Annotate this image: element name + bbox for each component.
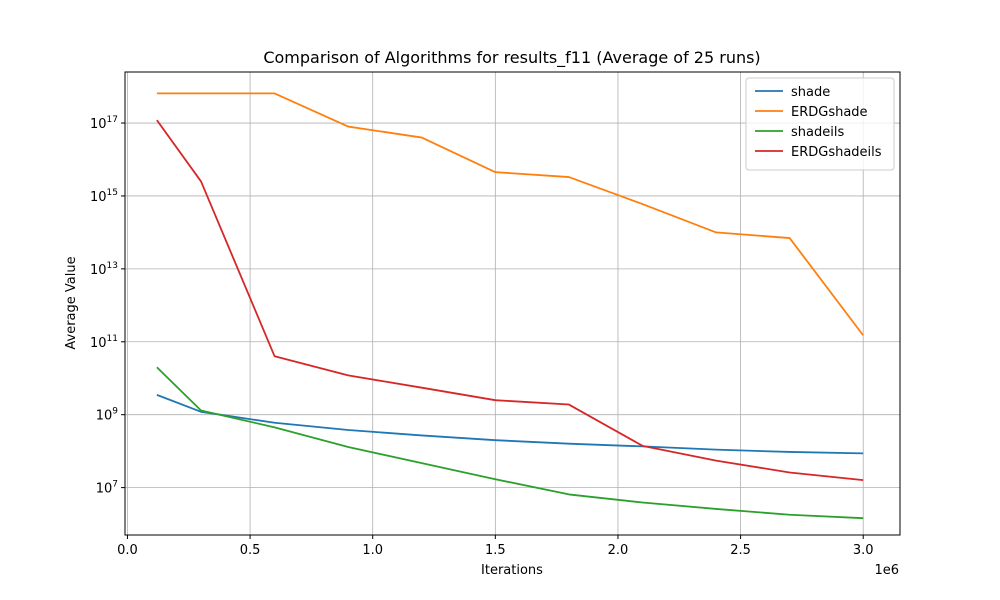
legend-items: shade ERDGshade shadeils ERDGshadeils bbox=[755, 85, 882, 160]
legend-label-ERDGshade: ERDGshade bbox=[791, 105, 868, 120]
x-tick-label: 0.5 bbox=[240, 543, 261, 558]
x-axis-ticks: 0.0 0.5 1.0 1.5 2.0 2.5 3.0 bbox=[117, 535, 874, 558]
y-tick-label: 1013 bbox=[90, 261, 118, 278]
y-tick-label: 1011 bbox=[90, 334, 118, 351]
x-axis-label: Iterations bbox=[481, 563, 543, 578]
y-tick-label: 1017 bbox=[90, 115, 118, 132]
chart-title: Comparison of Algorithms for results_f11… bbox=[263, 48, 760, 68]
grid bbox=[125, 72, 900, 535]
legend: shade ERDGshade shadeils ERDGshadeils bbox=[745, 77, 895, 171]
x-tick-label: 1.0 bbox=[362, 543, 383, 558]
x-tick-label: 0.0 bbox=[117, 543, 138, 558]
legend-label-shadeils: shadeils bbox=[791, 125, 844, 140]
y-tick-label: 109 bbox=[96, 407, 119, 424]
x-tick-label: 2.0 bbox=[608, 543, 629, 558]
x-tick-label: 2.5 bbox=[730, 543, 751, 558]
legend-box bbox=[745, 77, 895, 171]
legend-label-ERDGshadeils: ERDGshadeils bbox=[791, 145, 882, 160]
series-line-shadeils bbox=[156, 366, 864, 520]
series-lines bbox=[156, 92, 864, 520]
y-axis-label: Average Value bbox=[64, 256, 79, 349]
y-tick-label: 107 bbox=[96, 480, 118, 497]
legend-label-shade: shade bbox=[791, 85, 830, 100]
x-tick-label: 3.0 bbox=[853, 543, 874, 558]
series-line-ERDGshade bbox=[156, 92, 864, 336]
series-line-shade bbox=[156, 394, 864, 455]
plot-frame bbox=[124, 71, 901, 536]
x-axis-offset-label: 1e6 bbox=[874, 563, 899, 578]
y-axis-ticks: 107 109 1011 1013 1015 1017 bbox=[90, 115, 125, 497]
y-tick-label: 1015 bbox=[90, 188, 118, 205]
series-line-ERDGshadeils bbox=[156, 119, 864, 482]
x-tick-label: 1.5 bbox=[485, 543, 506, 558]
